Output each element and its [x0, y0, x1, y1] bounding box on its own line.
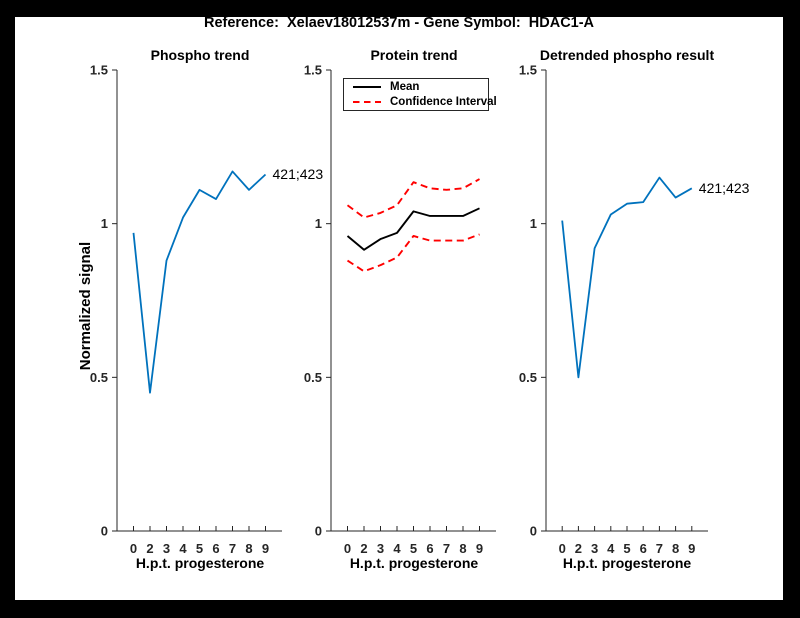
x-tick-label: 5	[196, 541, 203, 556]
y-tick-label: 1	[530, 216, 537, 231]
x-tick-label: 3	[591, 541, 598, 556]
x-tick-label: 2	[360, 541, 367, 556]
x-tick-label: 7	[443, 541, 450, 556]
x-tick-label: 8	[245, 541, 252, 556]
x-tick-label: 3	[377, 541, 384, 556]
subplot-detrended-xlabel: H.p.t. progesterone	[562, 555, 692, 571]
x-tick-label: 4	[393, 541, 401, 556]
x-tick-label: 6	[212, 541, 219, 556]
x-tick-label: 2	[575, 541, 582, 556]
annotation-label: 421;423	[699, 180, 750, 196]
series-line-mean	[346, 207, 480, 251]
subplot-phospho-title: Phospho trend	[150, 47, 250, 63]
legend-item-mean: Mean	[353, 81, 488, 93]
x-tick-label: 2	[146, 541, 153, 556]
x-tick-label: 4	[607, 541, 615, 556]
x-tick-label: 5	[410, 541, 417, 556]
y-tick-label: 0.5	[90, 370, 108, 385]
y-tick-label: 1.5	[90, 63, 108, 78]
axis-spines	[330, 70, 496, 532]
y-tick-label: 0	[101, 524, 108, 539]
subplot-protein-title: Protein trend	[370, 47, 458, 63]
series-line-detrended-phospho-signal	[561, 176, 693, 379]
y-tick-label: 0	[530, 524, 537, 539]
legend-item-confidence-interval: Confidence Interval	[353, 96, 497, 108]
x-tick-label: 8	[672, 541, 679, 556]
figure-title: Reference: Xelaev18012537m - Gene Symbol…	[203, 15, 595, 31]
x-tick-label: 4	[179, 541, 187, 556]
figure-background	[15, 17, 783, 600]
x-tick-label: 9	[476, 541, 483, 556]
x-tick-label: 3	[163, 541, 170, 556]
x-tick-label: 6	[426, 541, 433, 556]
legend-item-label: Confidence Interval	[390, 96, 497, 108]
x-tick-label: 7	[656, 541, 663, 556]
x-tick-label: 7	[229, 541, 236, 556]
y-tick-label: 1	[101, 216, 108, 231]
subplot-phospho-xlabel: H.p.t. progesterone	[135, 555, 265, 571]
y-tick-label: 0	[315, 524, 322, 539]
legend-item-label: Mean	[390, 81, 420, 93]
mean-line-icon	[353, 85, 381, 89]
x-tick-label: 0	[130, 541, 137, 556]
x-tick-label: 6	[640, 541, 647, 556]
axis-spines	[116, 70, 282, 532]
series-line-confidence-lower	[346, 233, 480, 273]
y-tick-label: 1.5	[304, 63, 322, 78]
x-tick-label: 9	[262, 541, 269, 556]
legend-box: Mean Confidence Interval	[343, 78, 497, 111]
x-tick-label: 9	[688, 541, 695, 556]
x-tick-label: 0	[344, 541, 351, 556]
y-tick-label: 1.5	[519, 63, 537, 78]
series-line-confidence-upper	[346, 178, 480, 219]
x-tick-label: 8	[459, 541, 466, 556]
y-tick-label: 1	[315, 216, 322, 231]
y-tick-label: 0.5	[304, 370, 322, 385]
subplot-detrended-title: Detrended phospho result	[539, 47, 715, 63]
confidence-interval-line-icon	[353, 100, 381, 104]
series-line-phospho-signal	[132, 170, 267, 394]
x-tick-label: 5	[623, 541, 630, 556]
subplot-protein-xlabel: H.p.t. progesterone	[349, 555, 479, 571]
y-tick-label: 0.5	[519, 370, 537, 385]
annotation-label: 421;423	[273, 166, 324, 182]
x-tick-label: 0	[559, 541, 566, 556]
